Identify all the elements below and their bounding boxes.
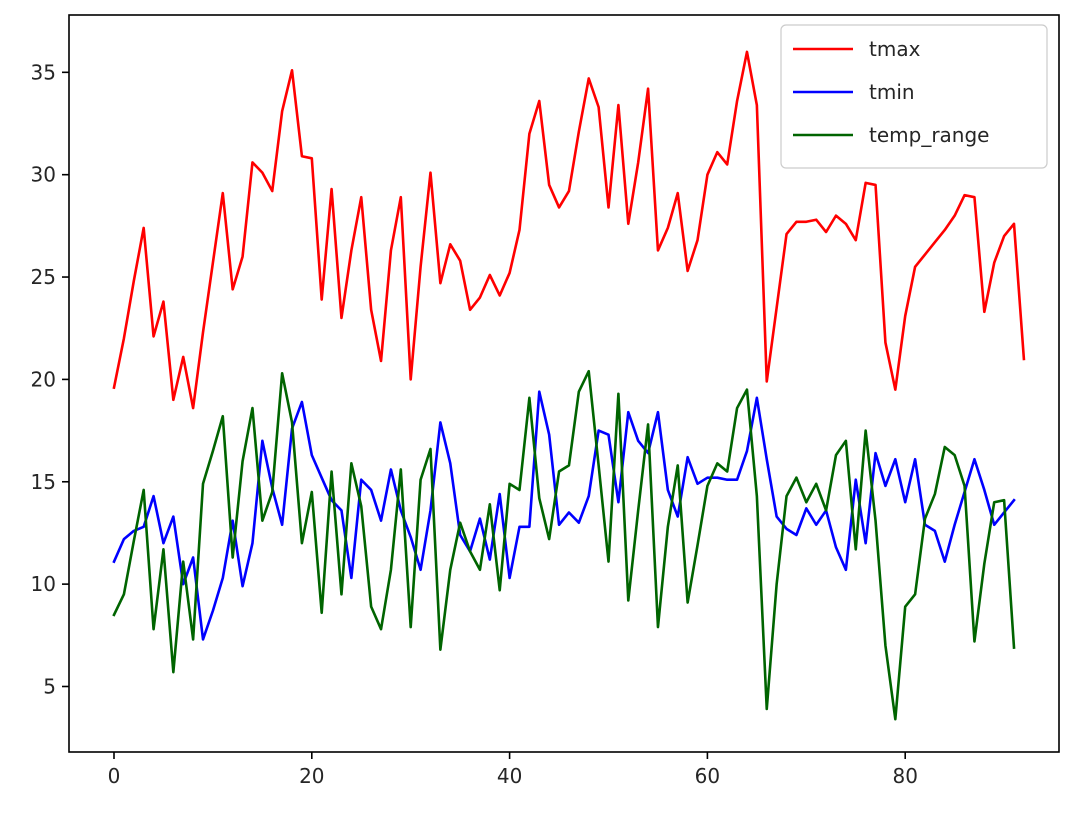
x-tick-label: 40 bbox=[497, 764, 522, 788]
legend-box bbox=[780, 24, 1048, 169]
series-line-tmax bbox=[112, 50, 1026, 410]
x-tick-label: 80 bbox=[892, 764, 917, 788]
series-line-temp-range bbox=[112, 369, 1016, 721]
y-tick-label: 20 bbox=[31, 367, 56, 391]
y-tick-label: 15 bbox=[31, 470, 56, 494]
x-tick-label: 20 bbox=[299, 764, 324, 788]
x-tick-label: 0 bbox=[108, 764, 121, 788]
plot-frame bbox=[68, 14, 1060, 753]
legend-label-tmax: tmax bbox=[869, 37, 921, 61]
y-tick-label: 5 bbox=[43, 674, 56, 698]
legend: tmax tmin temp_range bbox=[780, 24, 1048, 169]
ticks-layer: 0 20 40 60 80 5 10 15 20 25 30 35 bbox=[31, 60, 918, 788]
y-tick-label: 25 bbox=[31, 265, 56, 289]
legend-label-tmin: tmin bbox=[869, 80, 915, 104]
series-layer bbox=[112, 50, 1026, 721]
x-tick-label: 60 bbox=[695, 764, 720, 788]
legend-label-temp-range: temp_range bbox=[869, 123, 989, 147]
y-tick-label: 10 bbox=[31, 572, 56, 596]
series-line-tmin bbox=[112, 390, 1016, 641]
y-tick-label: 35 bbox=[31, 60, 56, 84]
y-tick-label: 30 bbox=[31, 163, 56, 187]
